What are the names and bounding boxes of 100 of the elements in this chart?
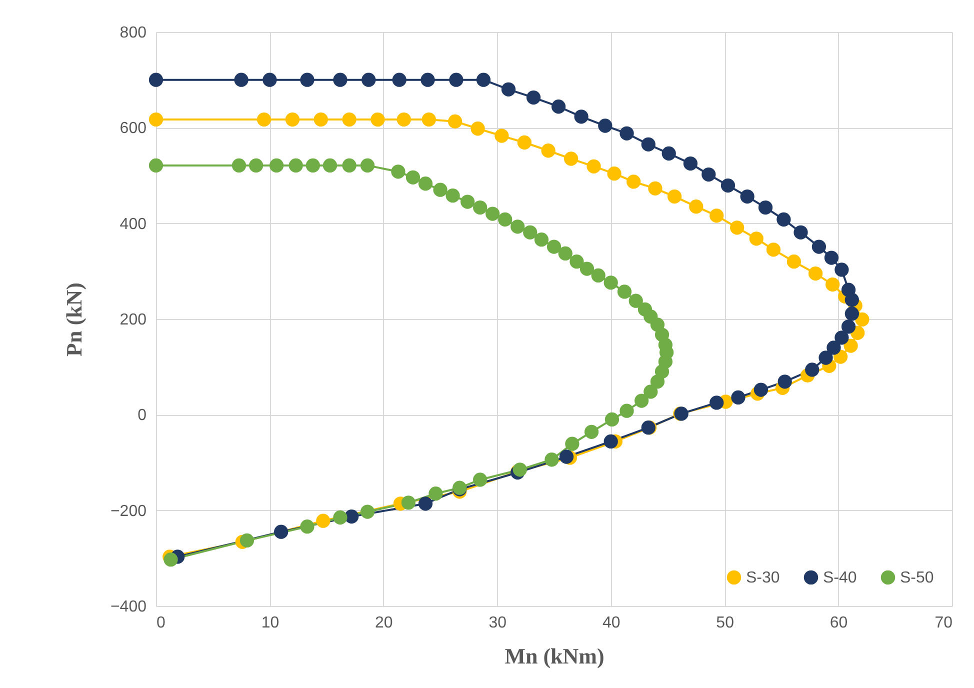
point (322, 158, 338, 173)
legend-label: S-50 (900, 569, 934, 586)
point (473, 472, 488, 487)
point (240, 533, 254, 548)
point (342, 158, 356, 173)
point (604, 276, 618, 290)
legend-label: S-40 (823, 569, 857, 586)
point (418, 176, 433, 191)
point (604, 412, 620, 427)
point (634, 394, 649, 408)
point (418, 496, 433, 511)
point (598, 118, 612, 133)
point (360, 158, 375, 173)
point (586, 159, 601, 174)
point (826, 278, 840, 292)
y-tick-label: −400 (110, 598, 147, 616)
point (306, 158, 320, 173)
point (620, 126, 634, 140)
point (148, 72, 164, 87)
legend-label: S-30 (746, 569, 780, 586)
x-tick-label: 40 (602, 614, 620, 632)
point (234, 72, 248, 87)
point (448, 114, 462, 129)
point (391, 164, 406, 179)
point (558, 246, 572, 261)
point (818, 350, 833, 365)
point (689, 200, 704, 214)
point (564, 152, 578, 166)
point (834, 330, 849, 345)
point (559, 450, 574, 464)
point (370, 112, 385, 127)
point (683, 156, 698, 171)
point (841, 320, 856, 334)
y-tick-label: 600 (120, 120, 147, 138)
point (667, 189, 682, 204)
point (551, 100, 566, 114)
point (702, 167, 716, 182)
point (812, 240, 826, 254)
point (604, 434, 618, 449)
point (274, 524, 288, 539)
point (794, 225, 808, 240)
point (778, 374, 792, 389)
point (300, 72, 314, 87)
x-tick-label: 50 (716, 614, 734, 632)
point (422, 112, 436, 127)
point (844, 306, 859, 321)
point (517, 135, 532, 150)
point (855, 312, 870, 327)
point (544, 452, 559, 467)
point (570, 254, 584, 269)
y-axis-title: Pn (kN) (61, 282, 86, 356)
point (269, 158, 284, 173)
point (648, 181, 662, 196)
x-tick-label: 70 (934, 614, 953, 632)
point (344, 509, 359, 524)
point (360, 504, 375, 519)
point (406, 170, 420, 184)
point (650, 374, 665, 389)
point (591, 268, 606, 283)
point (256, 112, 272, 127)
point (766, 242, 781, 257)
x-tick-label: 30 (488, 614, 507, 632)
point (148, 158, 164, 173)
point (574, 110, 588, 124)
point (565, 436, 580, 451)
point (446, 188, 460, 203)
point (460, 194, 475, 209)
point (473, 200, 488, 215)
point (662, 146, 676, 161)
point (626, 174, 641, 189)
point (730, 220, 744, 235)
point (433, 182, 448, 197)
y-tick-label: 200 (120, 312, 147, 328)
x-tick-label: 60 (830, 614, 848, 632)
point (449, 72, 464, 87)
x-axis-title: Mn (kNm) (504, 644, 604, 668)
point (232, 158, 246, 173)
point (428, 486, 443, 501)
point (476, 72, 491, 87)
point (526, 90, 541, 105)
point (607, 166, 622, 181)
point (362, 72, 376, 87)
point (501, 82, 516, 96)
point (510, 220, 525, 234)
y-tick-label: −200 (110, 502, 147, 520)
point (644, 384, 658, 399)
point (710, 208, 724, 223)
point (720, 178, 736, 193)
point (420, 72, 435, 87)
point (844, 292, 859, 307)
point (396, 112, 411, 127)
point (333, 510, 348, 525)
point (314, 112, 328, 127)
point (262, 72, 277, 87)
point (754, 382, 768, 397)
point (148, 112, 164, 127)
point (498, 212, 512, 227)
point (786, 254, 802, 269)
point (249, 158, 264, 173)
point (620, 404, 634, 418)
